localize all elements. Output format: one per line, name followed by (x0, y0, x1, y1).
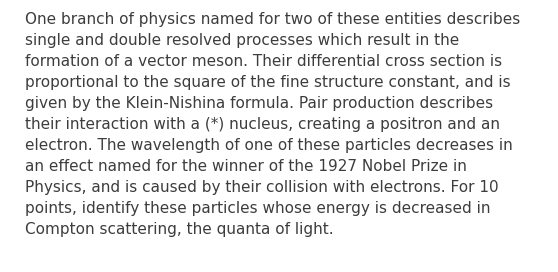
Text: One branch of physics named for two of these entities describes
single and doubl: One branch of physics named for two of t… (25, 12, 520, 237)
